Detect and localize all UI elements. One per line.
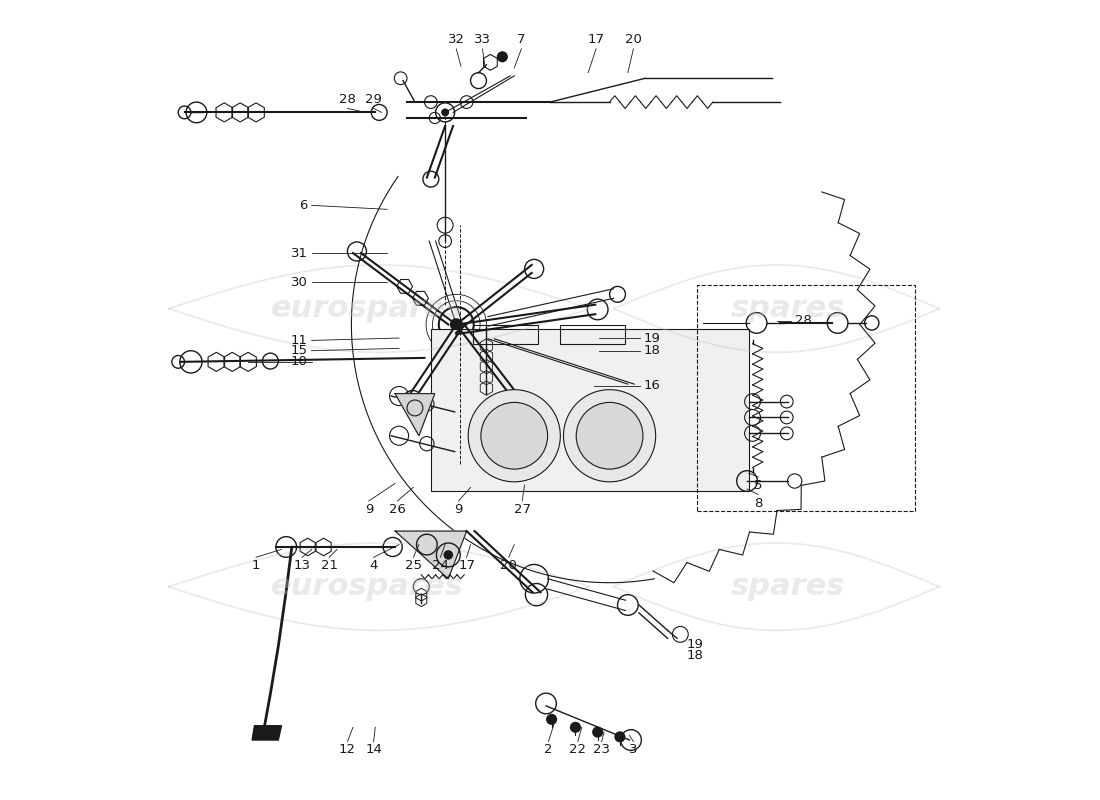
Circle shape bbox=[450, 318, 463, 331]
Text: 21: 21 bbox=[320, 559, 338, 572]
Text: 27: 27 bbox=[514, 503, 530, 516]
Circle shape bbox=[563, 390, 656, 482]
Circle shape bbox=[443, 550, 453, 560]
Circle shape bbox=[497, 51, 508, 62]
Text: 20: 20 bbox=[500, 559, 517, 572]
Text: 16: 16 bbox=[644, 379, 661, 392]
Text: 3: 3 bbox=[629, 743, 638, 756]
FancyBboxPatch shape bbox=[431, 329, 749, 491]
Text: 23: 23 bbox=[593, 743, 611, 756]
Circle shape bbox=[469, 390, 560, 482]
Text: 9: 9 bbox=[365, 503, 373, 516]
Text: 14: 14 bbox=[365, 743, 382, 756]
Text: 18: 18 bbox=[686, 650, 704, 662]
Text: 19: 19 bbox=[686, 638, 704, 651]
Text: 15: 15 bbox=[290, 344, 308, 358]
Text: 11: 11 bbox=[290, 334, 308, 347]
Text: 28: 28 bbox=[794, 314, 812, 327]
Text: 25: 25 bbox=[405, 559, 422, 572]
Text: 6: 6 bbox=[299, 199, 308, 212]
Circle shape bbox=[441, 109, 449, 116]
Circle shape bbox=[570, 722, 581, 733]
Text: 8: 8 bbox=[754, 497, 762, 510]
Text: 26: 26 bbox=[389, 503, 406, 516]
Text: 2: 2 bbox=[544, 743, 552, 756]
Text: 19: 19 bbox=[644, 331, 661, 345]
Text: 13: 13 bbox=[294, 559, 310, 572]
Text: 4: 4 bbox=[370, 559, 377, 572]
Text: 33: 33 bbox=[474, 34, 491, 46]
Polygon shape bbox=[395, 394, 434, 436]
Text: 28: 28 bbox=[339, 93, 356, 106]
Circle shape bbox=[614, 731, 626, 742]
Text: 17: 17 bbox=[587, 34, 605, 46]
Polygon shape bbox=[395, 531, 466, 578]
Circle shape bbox=[439, 307, 474, 342]
Text: 18: 18 bbox=[644, 344, 661, 358]
Text: 31: 31 bbox=[290, 246, 308, 259]
Text: 29: 29 bbox=[365, 93, 382, 106]
Text: 5: 5 bbox=[754, 479, 762, 493]
Circle shape bbox=[546, 714, 558, 725]
Text: eurospares: eurospares bbox=[271, 294, 464, 323]
Text: 17: 17 bbox=[458, 559, 475, 572]
Circle shape bbox=[481, 402, 548, 469]
Text: 12: 12 bbox=[339, 743, 356, 756]
Polygon shape bbox=[252, 726, 282, 740]
Text: 1: 1 bbox=[252, 559, 261, 572]
Text: 32: 32 bbox=[448, 34, 465, 46]
Text: 20: 20 bbox=[625, 34, 642, 46]
Text: 24: 24 bbox=[432, 559, 449, 572]
Circle shape bbox=[592, 726, 603, 738]
Text: eurospares: eurospares bbox=[271, 572, 464, 601]
Text: 7: 7 bbox=[517, 34, 526, 46]
Text: 9: 9 bbox=[454, 503, 463, 516]
Text: 10: 10 bbox=[290, 355, 308, 368]
Circle shape bbox=[576, 402, 642, 469]
Text: 30: 30 bbox=[290, 276, 308, 289]
Text: spares: spares bbox=[732, 294, 846, 323]
Text: spares: spares bbox=[732, 572, 846, 601]
Text: 22: 22 bbox=[570, 743, 586, 756]
